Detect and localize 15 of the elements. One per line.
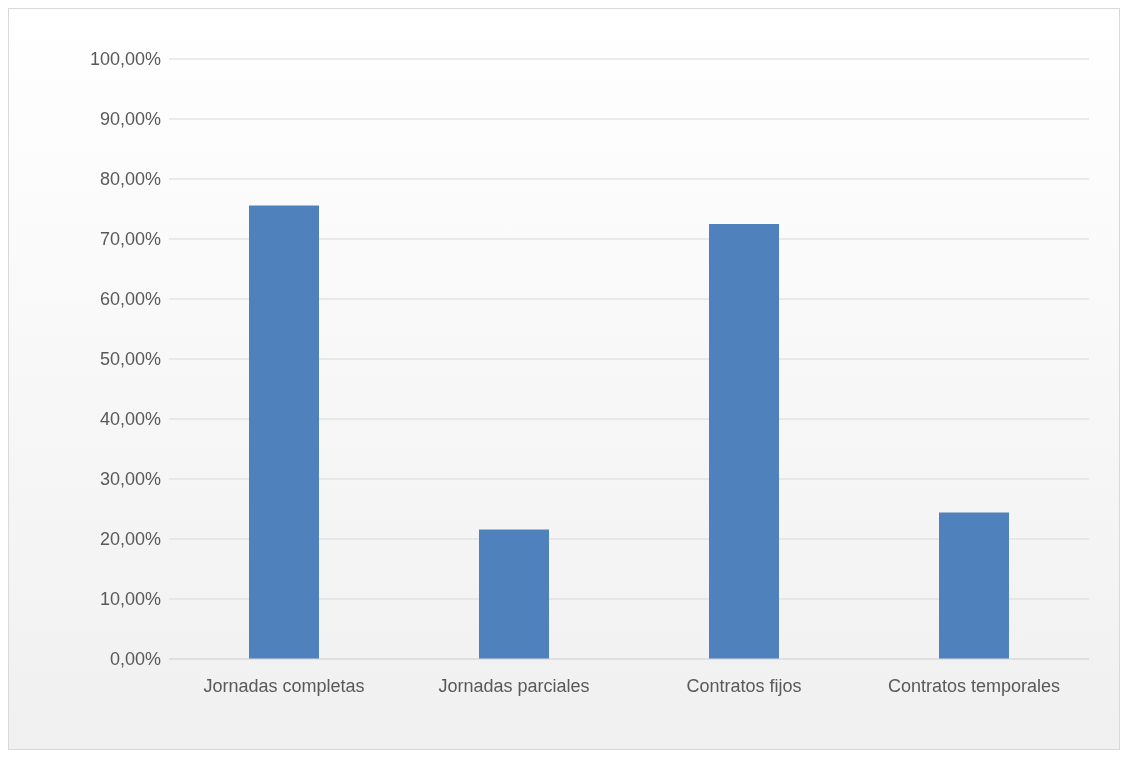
- y-tick-label: 40,00%: [99, 409, 161, 430]
- y-tick-label: 100,00%: [89, 49, 161, 70]
- y-tick-label: 0,00%: [109, 649, 161, 670]
- y-tick-label: 60,00%: [99, 289, 161, 310]
- x-tick-label: Jornadas parciales: [438, 675, 590, 696]
- y-tick-label: 30,00%: [99, 469, 161, 490]
- y-tick-label: 50,00%: [99, 349, 161, 370]
- x-tick-label: Jornadas completas: [203, 675, 365, 696]
- y-tick-label: 10,00%: [99, 589, 161, 610]
- x-tick-label: Contratos temporales: [887, 675, 1061, 696]
- y-tick-label: 70,00%: [99, 229, 161, 250]
- x-tick-label: Contratos fijos: [686, 675, 802, 696]
- y-tick-label: 80,00%: [99, 169, 161, 190]
- y-tick-label: 20,00%: [99, 529, 161, 550]
- y-tick-label: 90,00%: [99, 109, 161, 130]
